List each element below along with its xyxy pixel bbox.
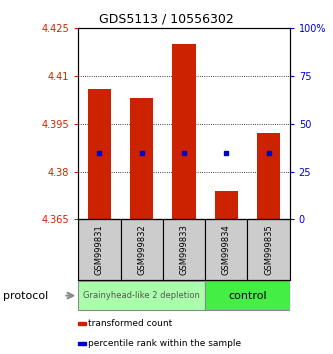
- Text: transformed count: transformed count: [88, 319, 172, 328]
- Text: GDS5113 / 10556302: GDS5113 / 10556302: [99, 12, 234, 25]
- Bar: [130, 98, 153, 219]
- Text: GSM999834: GSM999834: [222, 224, 231, 275]
- Bar: [172, 44, 195, 219]
- Text: GSM999832: GSM999832: [137, 224, 146, 275]
- Text: GSM999831: GSM999831: [95, 224, 104, 275]
- Text: control: control: [228, 291, 267, 301]
- Text: GSM999835: GSM999835: [264, 224, 273, 275]
- Bar: [205, 219, 247, 280]
- Bar: [257, 133, 280, 219]
- Text: percentile rank within the sample: percentile rank within the sample: [88, 339, 241, 348]
- Bar: [215, 191, 238, 219]
- Text: protocol: protocol: [3, 291, 49, 301]
- Text: GSM999833: GSM999833: [179, 224, 188, 275]
- Bar: [205, 281, 290, 310]
- Bar: [163, 219, 205, 280]
- Bar: [78, 342, 86, 345]
- Bar: [247, 219, 290, 280]
- Bar: [121, 219, 163, 280]
- Bar: [88, 89, 111, 219]
- Bar: [78, 281, 205, 310]
- Text: Grainyhead-like 2 depletion: Grainyhead-like 2 depletion: [83, 291, 200, 300]
- Bar: [78, 219, 121, 280]
- Bar: [78, 322, 86, 325]
